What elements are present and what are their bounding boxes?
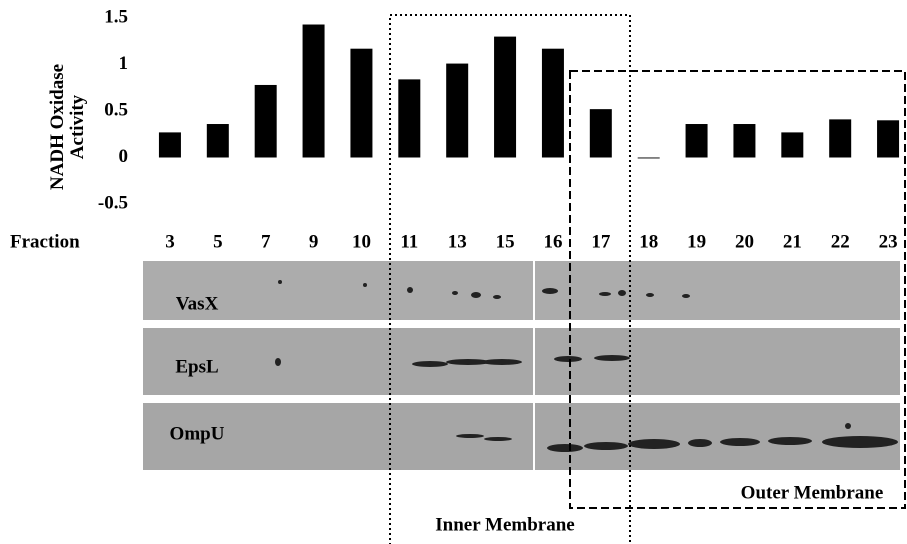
blot: [143, 261, 900, 470]
blot-gap: [533, 261, 535, 470]
bar: [781, 132, 803, 157]
bar: [350, 49, 372, 158]
blot-label: EpsL: [175, 356, 218, 377]
x-tick-label: 7: [261, 231, 271, 252]
bar: [255, 85, 277, 158]
x-tick-label: 9: [309, 231, 319, 252]
y-tick-label: -0.5: [98, 192, 128, 213]
bar: [303, 25, 325, 158]
annotation: Outer Membrane: [741, 482, 884, 503]
x-tick-label: 16: [543, 231, 562, 252]
bar: [542, 49, 564, 158]
x-tick-label: 20: [735, 231, 754, 252]
bar: [207, 124, 229, 157]
figure: VasX EpsL OmpU Fraction Inner Membrane O…: [0, 0, 907, 544]
annotation: Inner Membrane: [435, 514, 575, 535]
chart: VasX EpsL OmpU Fraction Inner Membrane O…: [0, 0, 907, 544]
y-axis-label: NADH Oxidase Activity: [48, 52, 90, 202]
y-tick-label: 0.5: [104, 99, 128, 120]
x-tick-label: 13: [448, 231, 467, 252]
blot-panel: [143, 261, 900, 320]
bar: [159, 132, 181, 157]
x-tick-label: 11: [400, 231, 418, 252]
x-tick-label: 5: [213, 231, 223, 252]
y-axis-label-wrap: NADH Oxidase Activity: [10, 40, 70, 190]
x-tick-label: 18: [639, 231, 658, 252]
blot-label: OmpU: [170, 423, 225, 444]
bar: [398, 79, 420, 157]
x-tick-label: 10: [352, 231, 371, 252]
bar: [638, 158, 660, 159]
bar: [446, 64, 468, 158]
x-tick-label: 3: [165, 231, 175, 252]
x-tick-label: 15: [496, 231, 515, 252]
y-tick-label: 0: [119, 146, 129, 167]
bar: [494, 37, 516, 158]
y-tick-label: 1.5: [104, 6, 128, 27]
x-tick-label: 21: [783, 231, 802, 252]
x-tick-label: 17: [591, 231, 611, 252]
bar: [733, 124, 755, 157]
blot-label: VasX: [176, 293, 219, 314]
x-axis-label: Fraction: [10, 231, 80, 252]
blot-panel: [143, 403, 900, 470]
y-tick-label: 1: [119, 53, 129, 74]
x-tick-label: 23: [879, 231, 898, 252]
bar: [829, 119, 851, 157]
x-tick-label: 22: [831, 231, 850, 252]
bar: [686, 124, 708, 157]
bar: [590, 109, 612, 157]
bar: [877, 120, 899, 157]
x-tick-label: 19: [687, 231, 706, 252]
